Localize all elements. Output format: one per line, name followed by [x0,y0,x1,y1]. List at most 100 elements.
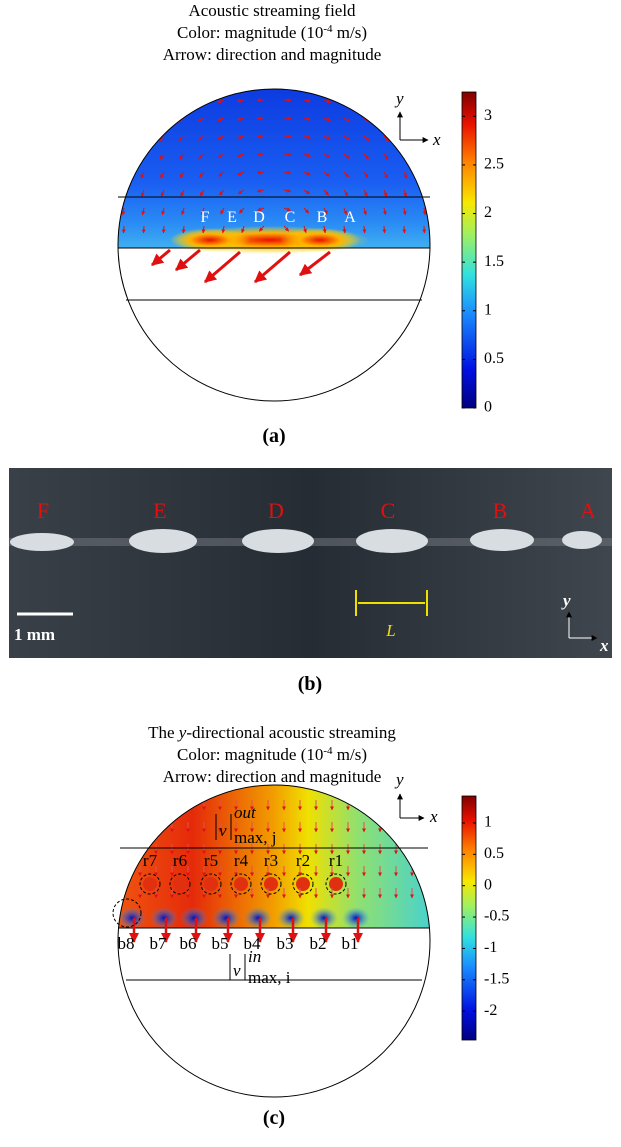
droplet-label: A [344,209,356,226]
colorbar-tick-label: 1.5 [484,253,504,270]
droplet-label: E [227,209,237,226]
title-superscript: -4 [323,745,333,757]
flow-arrow [403,171,408,179]
region-label: r1 [329,851,343,870]
panel-a: Acoustic streaming field Color: magnitud… [117,1,504,447]
flow-arrow [237,171,245,176]
flow-arrow [422,207,427,216]
colorbar-tick-label: 1 [484,301,492,318]
red-blob [204,877,218,891]
axis-indicator: y x [394,89,441,149]
droplet-label: C [285,209,296,226]
title-part: y [177,723,187,742]
flow-arrow [343,189,349,197]
region-label: r4 [234,851,249,870]
flow-arrow [181,225,186,234]
flow-arrow [179,171,185,179]
red-blob [264,877,278,891]
domain-outline [117,88,431,402]
title-part: Color: magnitude (10 [177,23,323,42]
flow-arrow [119,117,125,124]
blue-blob [310,907,338,929]
flow-arrow [303,171,311,176]
flow-arrow [180,189,185,197]
flow-arrow [256,152,265,157]
title-line: Arrow: direction and magnitude [163,45,382,64]
flow-arrow [138,99,145,106]
red-blob [143,877,157,891]
hot-zone [170,228,250,252]
flow-arrow [161,207,166,216]
flow-arrow [363,135,370,142]
flow-arrow [139,135,145,142]
flow-arrow [258,225,265,232]
droplet-label: F [201,209,210,226]
panel-c: The y-directional acoustic streaming Col… [112,723,509,1129]
colorbar-tick-label: 0.5 [484,845,504,862]
flow-arrow [198,171,205,178]
flow-arrow [423,117,429,124]
field [118,89,430,254]
flow-arrow [283,170,292,175]
flow-arrow [423,189,427,198]
velocity-symbol: v [233,961,241,980]
colorbar-tick-label: 1 [484,814,492,831]
droplets [10,529,602,553]
title-part: Color: magnitude (10 [177,745,323,764]
flow-arrow [256,134,265,139]
title-part: -directional acoustic streaming [186,723,396,742]
flow-arrow [283,98,292,103]
droplet-label: F [37,498,49,523]
colorbar-tick-label: 0 [484,876,492,893]
flow-arrow [383,99,390,105]
flow-arrow [383,135,390,142]
length-label: L [385,621,395,640]
flow-arrow [323,189,330,196]
flow-arrow [161,225,166,234]
flow-arrow [363,207,367,216]
flow-arrow [238,207,245,214]
region-label: b7 [150,934,168,953]
flow-arrow [158,135,165,142]
flow-arrow [363,189,368,197]
flow-arrow [283,207,291,212]
flow-arrow [236,98,245,103]
region-label: r5 [204,851,218,870]
title-superscript: -4 [323,23,333,35]
blue-blob [212,907,240,929]
flow-arrow [363,153,370,160]
subscript: max, i [248,968,291,987]
flow-arrow [217,153,225,159]
flow-arrow [158,117,165,124]
flow-arrow [382,207,387,216]
blue-blob [118,907,146,929]
flow-arrow [218,171,225,177]
droplet-label: C [381,498,396,523]
colorbar-tick-label: -2 [484,1002,497,1019]
flow-arrow [323,117,331,122]
flow-arrow [220,207,225,215]
colorbar: 0 0.5 1 1.5 2 2.5 3 [461,91,504,416]
flow-arrow [383,171,388,179]
flow-arrow [121,189,125,198]
axis-label: y [394,770,404,789]
flow-arrow [120,171,125,179]
title-line: Acoustic streaming field [188,1,356,20]
colorbar-tick-label: -1 [484,939,497,956]
flow-arrow [403,135,409,142]
colorbar-tick-label: -0.5 [484,908,509,925]
blue-blob [277,907,305,929]
length-marker [355,590,428,616]
flow-arrow [256,188,265,193]
flow-arrow [237,189,245,195]
velocity-symbol: v [219,821,227,840]
flow-arrow [303,116,312,121]
axis-label: y [394,89,404,108]
flow-arrow [423,171,428,179]
axis-indicator: y x [394,770,438,826]
flow-arrow [257,207,265,212]
flow-arrow [198,153,205,159]
colorbar-tick-label: 0 [484,399,492,416]
